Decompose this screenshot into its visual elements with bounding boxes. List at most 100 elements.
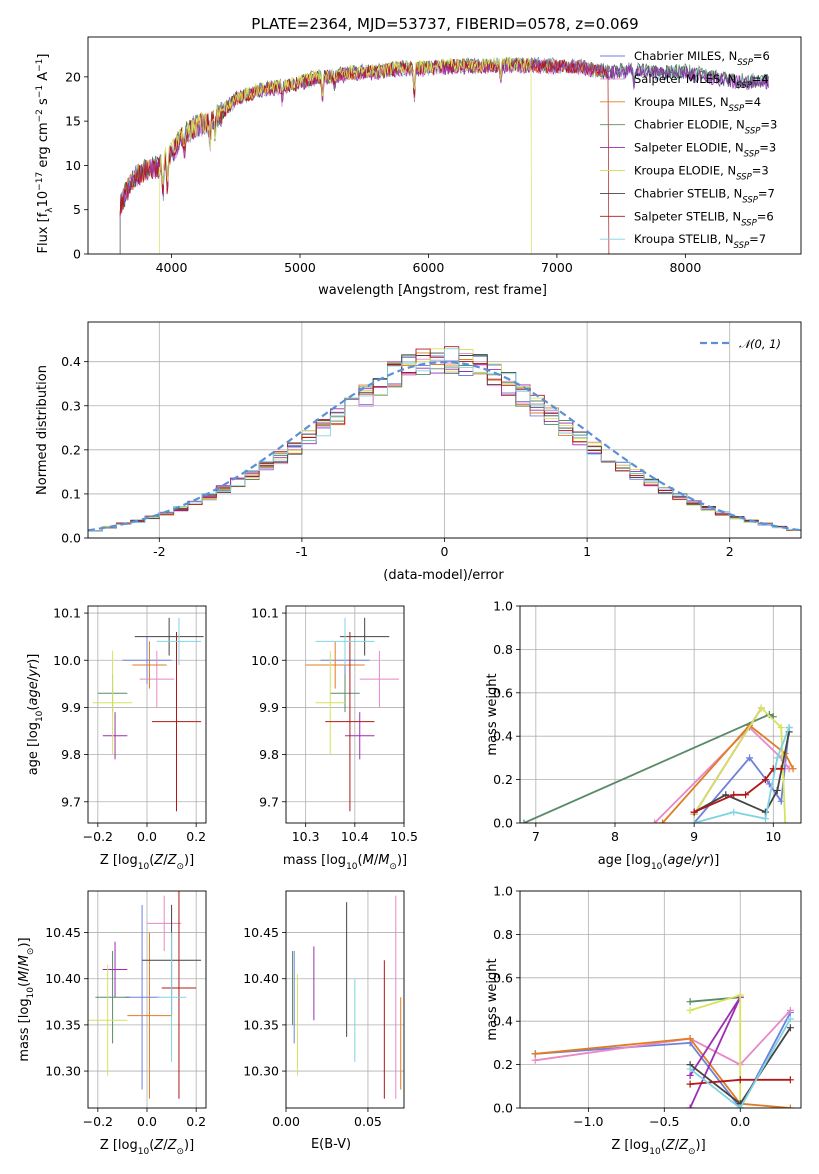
weight-marker xyxy=(742,791,750,799)
mass_vs_z-ytick-label: 10.45 xyxy=(45,925,81,940)
weight-series-salpeter-elodie xyxy=(686,993,744,1108)
weight-series-kroupa-stelib xyxy=(686,1015,794,1108)
mass_weight_vs_age-xtick-label: 10 xyxy=(765,829,781,844)
errorbar-kroupa-stelib xyxy=(315,617,375,665)
age_vs_mass-ytick-label: 9.8 xyxy=(259,747,279,762)
weight-marker xyxy=(686,1065,694,1073)
age_vs_z-xlabel: Z [log10(Z/Z⊙)] xyxy=(100,853,194,872)
mass_weight_vs_age-ytick-label: 0.0 xyxy=(493,816,513,831)
legend-entry: Salpeter STELIB, NSSP=6 xyxy=(634,209,774,228)
mass_vs_ebv-axes: 0.00 0.05 10.30 10.35 10.40 10.45 xyxy=(243,891,404,1129)
spectrum-ytick-label: 20 xyxy=(65,69,81,84)
mass_weight_vs_z-xlabel: Z [log10(Z/Z⊙)] xyxy=(611,1138,705,1157)
weight-marker xyxy=(773,754,781,762)
residuals-ytick-label: 0.2 xyxy=(61,442,81,457)
errorbar-salpeter-miles xyxy=(147,895,182,952)
legend-entry: Kroupa MILES, NSSP=4 xyxy=(634,95,761,114)
mass_weight_vs_age-ytick-label: 0.8 xyxy=(493,642,513,657)
spectrum-line-chabrier-stelib xyxy=(119,58,769,254)
weight-marker xyxy=(761,776,769,784)
weight-marker xyxy=(786,1006,794,1014)
errorbar-kroupa-stelib xyxy=(156,617,202,665)
spectrum-xtick-label: 7000 xyxy=(541,260,573,275)
mass_vs_z-xtick-label: 0.0 xyxy=(137,1114,157,1129)
errorbar-chabrier-miles xyxy=(124,904,160,1090)
age_vs_z-axes: −0.2 0.0 0.2 9.7 9.8 9.9 10.0 10.1 xyxy=(53,606,206,844)
weight-marker xyxy=(658,819,666,823)
errorbar-chabrier-elodie xyxy=(330,674,360,713)
residuals-ylabel: Normed distribution xyxy=(35,365,50,495)
errorbar-kroupa-elodie xyxy=(315,650,345,755)
errorbar-kroupa-miles xyxy=(305,641,365,689)
age_vs_mass-ytick-label: 9.9 xyxy=(259,700,279,715)
spectrum-xlabel: wavelength [Angstrom, rest frame] xyxy=(318,283,547,298)
age_vs_z-frame xyxy=(87,605,207,824)
weight-series-chabrier-miles xyxy=(531,1009,794,1108)
mass_weight_vs_z-axes: −1.0 −0.5 0.0 0.0 0.2 0.4 0.6 0.8 1.0 xyxy=(493,884,801,1129)
spectrum-ylabel: Flux [fλ10−17 erg cm−2 s−1 A−1] xyxy=(35,54,55,254)
spectrum-xtick-label: 4000 xyxy=(156,260,188,275)
age_vs_z-ylabel: age [log10(age/yr)] xyxy=(26,654,45,776)
spectrum-xtick-label: 5000 xyxy=(284,260,316,275)
weight-series-kroupa-elodie xyxy=(686,991,744,1108)
spectrum-line-salpeter-stelib xyxy=(119,58,610,254)
mass_vs_z-frame xyxy=(87,890,207,1109)
residuals-xtick-label: -2 xyxy=(153,544,165,559)
age_vs_mass-ytick-label: 10.0 xyxy=(251,653,279,668)
spectrum-line-salpeter-elodie xyxy=(119,59,769,217)
age_vs_z-ytick-label: 9.9 xyxy=(61,700,81,715)
mass_weight_vs_age-xtick-label: 9 xyxy=(690,829,698,844)
weight-marker xyxy=(686,998,694,1006)
weight-series-chabrier-elodie xyxy=(520,711,777,823)
legend-entry: Chabrier STELIB, NSSP=7 xyxy=(634,186,775,205)
weight-line xyxy=(523,713,774,823)
weight-marker xyxy=(690,819,698,823)
errorbar-salpeter-elodie xyxy=(102,712,128,760)
spectrum-xtick-label: 6000 xyxy=(413,260,445,275)
mass_vs_ebv-frame xyxy=(285,890,405,1109)
age_vs_z-ytick-label: 9.7 xyxy=(61,794,81,809)
legend-entry: Kroupa ELODIE, NSSP=3 xyxy=(634,164,769,183)
weight-marker xyxy=(690,808,698,816)
weight-marker xyxy=(736,1104,744,1108)
spectrum-legend: Chabrier MILES, NSSP=6 Salpeter MILES, NS… xyxy=(600,49,777,251)
weight-series-kroupa-stelib xyxy=(690,724,793,823)
errorbar-salpeter-stelib xyxy=(325,631,375,812)
errorbar-chabrier-stelib xyxy=(134,617,204,656)
age_vs_mass-ytick-label: 10.1 xyxy=(251,606,279,621)
residuals-ytick-label: 0.0 xyxy=(61,531,81,546)
weight-marker xyxy=(786,1015,794,1023)
mass_weight_vs_age-ytick-label: 1.0 xyxy=(493,599,513,614)
figure-title: PLATE=2364, MJD=53737, FIBERID=0578, z=0… xyxy=(251,15,638,33)
errorbar-chabrier-elodie xyxy=(95,951,130,1044)
mass_weight_vs_z-ytick-label: 1.0 xyxy=(493,884,513,899)
weight-series-kroupa-elodie xyxy=(690,704,789,823)
weight-marker xyxy=(722,791,730,799)
weight-marker xyxy=(531,1056,539,1064)
errorbar-salpeter-elodie xyxy=(102,941,128,998)
mass_weight_vs_z-ytick-label: 0.6 xyxy=(493,970,513,985)
weight-marker xyxy=(786,1024,794,1032)
age_vs_mass-xtick-label: 10.3 xyxy=(292,829,320,844)
residuals-legend-label: 𝒩(0, 1) xyxy=(739,337,781,351)
mass_weight_vs_age-ylabel: mass weight xyxy=(485,673,500,755)
errorbar-salpeter-miles xyxy=(359,650,400,708)
mass_vs_ebv-ytick-label: 10.40 xyxy=(243,971,279,986)
weight-marker xyxy=(773,786,781,794)
weight-marker xyxy=(686,1080,694,1088)
residuals-frame xyxy=(87,321,802,539)
residuals-ytick-label: 0.3 xyxy=(61,398,81,413)
age_vs_mass-xtick-label: 10.4 xyxy=(341,829,369,844)
mass_vs_ebv-ytick-label: 10.30 xyxy=(243,1064,279,1079)
weight-line xyxy=(661,724,794,823)
mass_weight_vs_age-ytick-label: 0.4 xyxy=(493,729,513,744)
weight-marker xyxy=(520,819,528,823)
legend-entry: Salpeter MILES, NSSP=4 xyxy=(634,72,769,91)
mass_vs_z-ylabel: mass [log10(M/M⊙)] xyxy=(17,937,36,1061)
mass_weight_vs_z-frame xyxy=(519,890,802,1109)
weight-line xyxy=(535,1037,791,1108)
errorbar-chabrier-miles xyxy=(122,636,172,684)
mass_vs_z-ytick-label: 10.40 xyxy=(45,971,81,986)
weight-marker xyxy=(686,1104,694,1108)
weight-marker xyxy=(786,1104,794,1108)
